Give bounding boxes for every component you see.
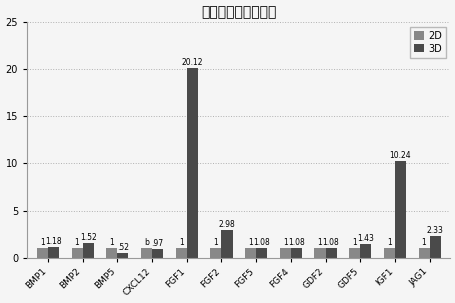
Text: b: b (144, 238, 149, 247)
Bar (186, 68, 197, 258)
Bar (210, 248, 221, 258)
Text: 2.98: 2.98 (218, 220, 235, 229)
Text: 2.33: 2.33 (426, 226, 443, 235)
Bar (48, 247, 59, 258)
Text: 1: 1 (317, 238, 322, 247)
Text: 1.43: 1.43 (357, 234, 374, 243)
Bar (117, 253, 128, 258)
Bar (106, 248, 117, 258)
Bar (383, 248, 394, 258)
Text: 1: 1 (282, 238, 287, 247)
Text: 1.52: 1.52 (80, 234, 96, 242)
Bar (152, 248, 163, 258)
Text: .97: .97 (151, 239, 163, 248)
Text: 1: 1 (386, 238, 391, 247)
Text: 1.18: 1.18 (45, 237, 61, 246)
Bar (418, 248, 429, 258)
Bar (256, 248, 267, 258)
Text: 1: 1 (248, 238, 253, 247)
Bar (359, 244, 370, 258)
Bar (82, 243, 94, 258)
Text: 1.08: 1.08 (322, 238, 339, 247)
Bar (141, 248, 152, 258)
Bar (175, 248, 186, 258)
Text: .52: .52 (116, 243, 129, 252)
Text: 10.24: 10.24 (389, 151, 410, 160)
Text: 1: 1 (352, 238, 356, 247)
Bar (429, 236, 440, 258)
Text: 1: 1 (109, 238, 114, 247)
Bar (394, 161, 405, 258)
Text: 1: 1 (40, 238, 45, 247)
Bar (314, 248, 325, 258)
Bar (290, 248, 301, 258)
Text: 1: 1 (75, 238, 79, 247)
Title: 细胞因子和生长因子: 细胞因子和生长因子 (201, 5, 276, 20)
Bar (221, 230, 232, 258)
Text: 1: 1 (421, 238, 425, 247)
Text: 1.08: 1.08 (288, 238, 304, 247)
Bar (279, 248, 290, 258)
Text: 1: 1 (213, 238, 218, 247)
Bar (244, 248, 256, 258)
Bar (71, 248, 82, 258)
Text: 1: 1 (178, 238, 183, 247)
Legend: 2D, 3D: 2D, 3D (410, 27, 445, 58)
Bar (37, 248, 48, 258)
Text: 1.08: 1.08 (253, 238, 269, 247)
Bar (325, 248, 336, 258)
Text: 20.12: 20.12 (181, 58, 202, 67)
Bar (349, 248, 359, 258)
